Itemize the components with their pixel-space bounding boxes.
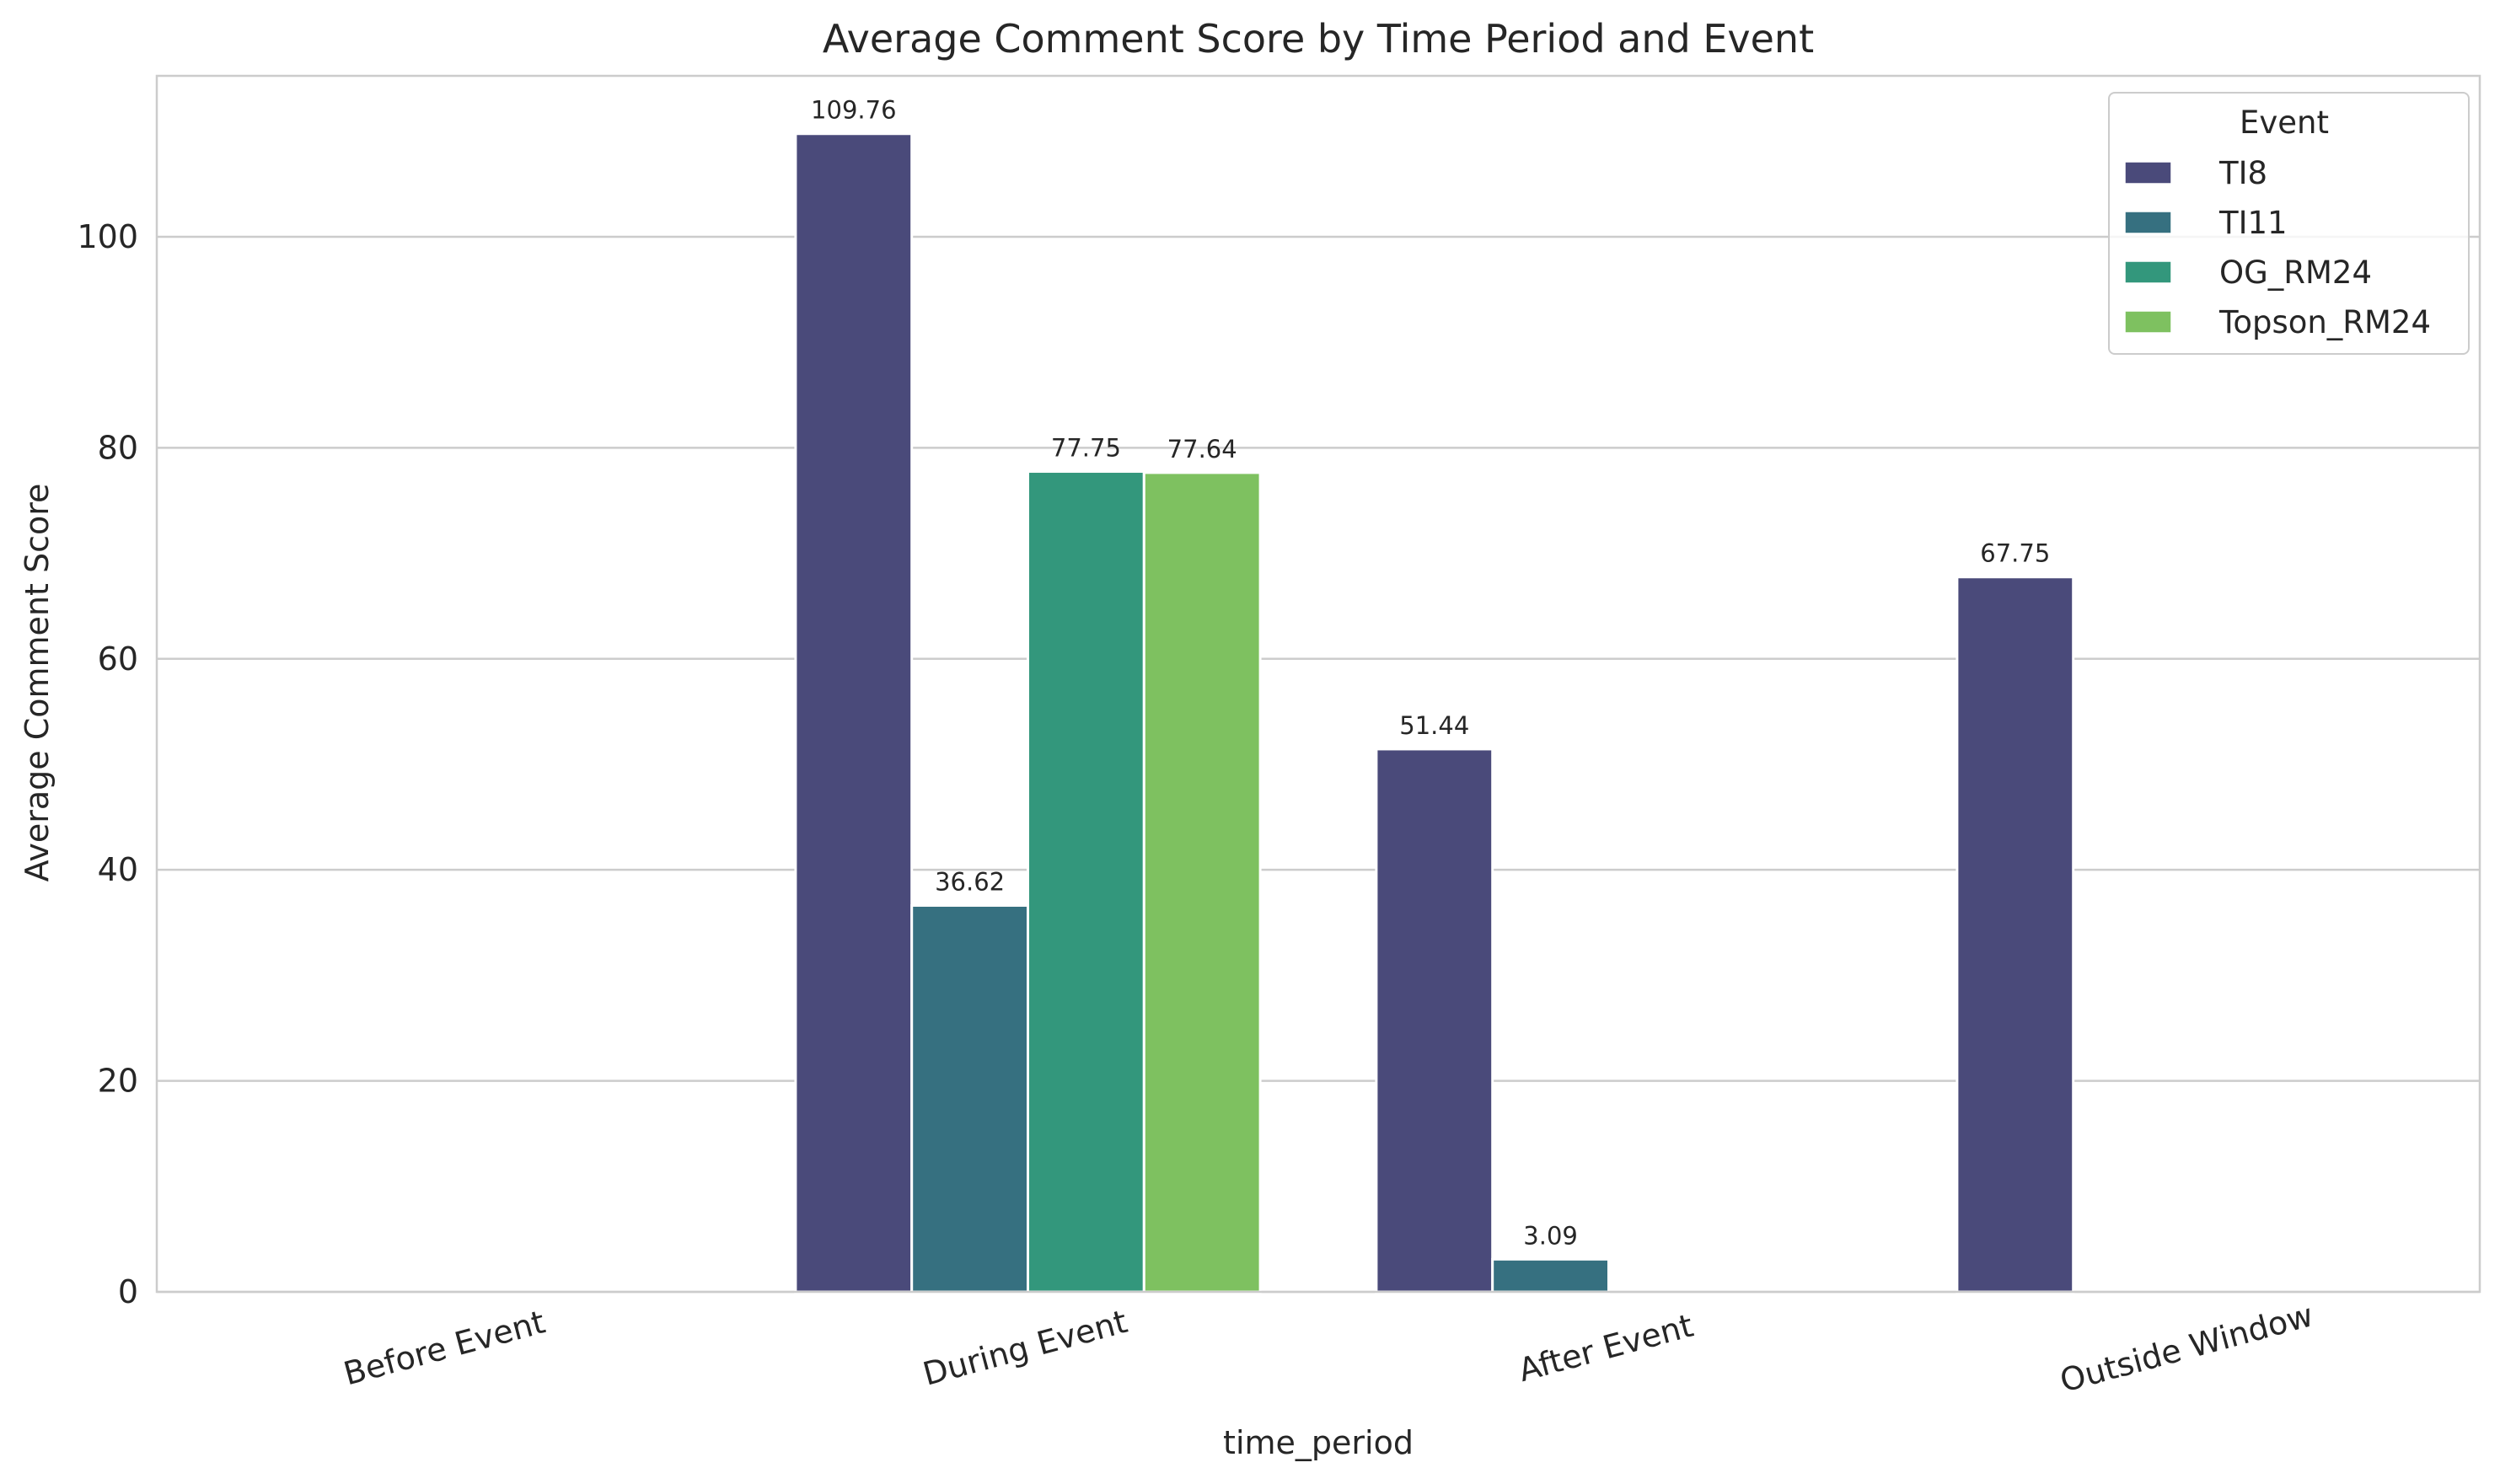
legend-swatch [2124,310,2172,334]
y-tick-label: 60 [98,640,138,678]
legend-title: Event [2240,104,2329,141]
data-label: 77.75 [1051,434,1121,463]
data-label: 3.09 [1523,1221,1578,1250]
data-label: 36.62 [935,867,1005,896]
bar-topson-rm24 [1142,471,1262,1294]
data-labels: 109.76 51.44 67.75 36.62 3.09 77.75 77.64 [811,96,2050,1251]
data-label: 109.76 [811,96,896,125]
bar-ti11 [1491,1257,1610,1294]
y-tick-label: 0 [118,1273,138,1310]
bar-ti8 [794,132,914,1294]
legend: Event TI8 TI11 OG_RM24 Topson_RM24 [2108,92,2470,355]
y-tick-label: 80 [98,429,138,466]
legend-entry-label: TI11 [2218,205,2288,241]
data-label: 77.64 [1167,435,1237,463]
legend-entry-label: OG_RM24 [2219,254,2372,291]
legend-swatch [2124,260,2172,284]
y-tick-label: 100 [77,218,138,255]
legend-swatch [2124,161,2172,185]
y-tick-label: 40 [98,851,138,888]
legend-box [2108,92,2470,355]
bar-og-rm24 [1027,470,1145,1294]
y-axis-label: Average Comment Score [19,484,56,882]
legend-items: TI8 TI11 OG_RM24 Topson_RM24 [2124,155,2431,340]
bar-ti8 [1375,747,1494,1294]
bar-ti11 [910,903,1029,1294]
x-axis-label: time_period [1223,1424,1414,1461]
y-tick-label: 20 [98,1063,138,1100]
data-label: 67.75 [1980,539,2050,568]
data-label: 51.44 [1399,711,1469,740]
y-axis-ticks: 0 20 40 60 80 100 [77,218,138,1310]
legend-entry-label: Topson_RM24 [2218,304,2431,340]
bar-ti8 [1955,576,2075,1294]
legend-entry-label: TI8 [2218,155,2267,191]
plot-area-frame [155,74,2481,1294]
bars [794,132,2075,1294]
chart-title: Average Comment Score by Time Period and… [823,16,1814,62]
legend-swatch [2124,211,2172,234]
